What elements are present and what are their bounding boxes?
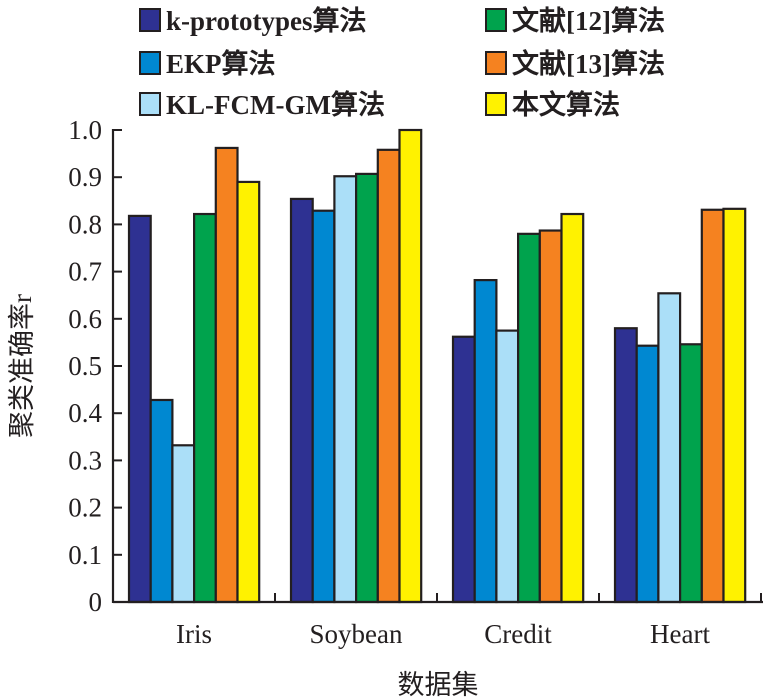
bar-iris-0 [127,214,152,604]
legend-swatch [139,8,161,32]
bar-iris-2 [171,444,196,604]
bar-soybean-2 [333,175,358,604]
bar-heart-3 [678,343,703,604]
bar-credit-2 [495,329,520,604]
y-tick-label: 1.0 [68,115,102,145]
bar-credit-3 [516,232,541,604]
legend-label: k-prototypes算法 [166,5,367,36]
y-tick-label: 0.9 [68,162,102,192]
y-tick-label: 0.4 [68,398,102,428]
bar-credit-0 [451,335,476,604]
y-tick-label: 0 [89,587,103,617]
x-tick-label: Heart [650,619,710,649]
bar-credit-1 [473,278,498,604]
legend-swatch [139,92,161,116]
bar-heart-2 [657,292,682,604]
legend-swatch [485,51,507,75]
y-tick-label: 0.6 [68,304,102,334]
legend-swatch [485,92,507,116]
bar-soybean-5 [398,128,423,604]
legend-label: KL-FCM-GM算法 [166,89,385,120]
bar-credit-4 [538,229,563,604]
y-tick-label: 0.1 [68,540,102,570]
bar-heart-5 [722,207,747,604]
bar-soybean-0 [289,197,314,604]
x-axis-label: 数据集 [398,670,479,700]
y-tick-label: 0.3 [68,445,102,475]
y-tick-label: 0.7 [68,257,102,287]
x-tick-label: Credit [484,619,552,649]
legend-label: 文献[13]算法 [512,48,665,79]
x-tick-label: Iris [176,619,212,649]
bar-heart-1 [635,344,660,604]
x-tick-label: Soybean [310,619,403,649]
bar-soybean-4 [376,148,401,604]
y-axis-label: 聚类准确率r [7,294,37,438]
legend-swatch [485,8,507,32]
y-tick-label: 0.5 [68,351,102,381]
bar-iris-3 [193,212,217,604]
legend-label: EKP算法 [166,48,276,79]
bar-iris-5 [236,180,261,604]
bar-soybean-3 [355,172,379,604]
legend-swatch [139,51,161,75]
y-tick-label: 0.8 [68,209,102,239]
bar-credit-5 [560,212,585,604]
bar-soybean-1 [311,209,336,604]
bar-heart-0 [613,327,638,604]
bar-iris-1 [149,398,174,604]
legend-label: 本文算法 [512,89,620,120]
y-tick-label: 0.2 [68,493,102,523]
legend-label: 文献[12]算法 [512,5,665,36]
bar-iris-4 [214,146,239,604]
bar-heart-4 [700,208,725,604]
